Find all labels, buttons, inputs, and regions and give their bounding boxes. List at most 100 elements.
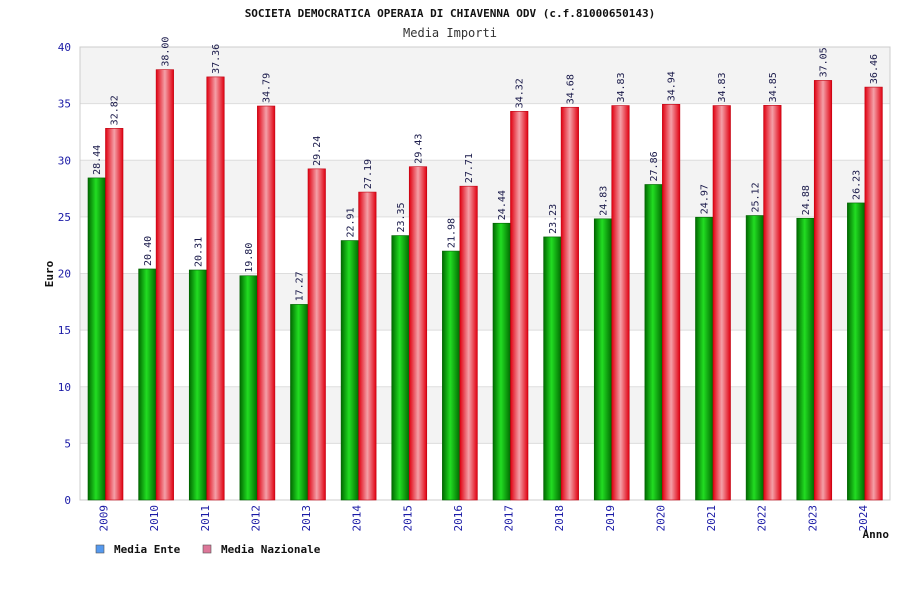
bar-media-ente-2019 [593,218,613,501]
x-tick-label: 2022 [756,505,769,532]
bar-media-nazionale-2014 [358,191,377,501]
bar-media-nazionale-2010 [155,69,174,501]
bar-media-ente-2023 [796,217,815,501]
data-label: 36.46 [869,54,880,84]
data-label: 20.31 [194,237,205,267]
legend-swatch-media-ente [95,544,105,554]
legend-label-media-nazionale: Media Nazionale [221,543,321,556]
y-tick-label: 35 [58,98,71,111]
data-label: 24.83 [599,186,610,216]
bar-media-ente-2024 [847,202,866,501]
y-tick-label: 10 [58,381,71,394]
x-tick-label: 2023 [806,505,819,532]
x-tick-label: 2014 [351,505,364,532]
data-label: 37.36 [211,44,222,74]
y-tick-label: 0 [64,494,71,507]
bar-media-ente-2012 [239,275,258,501]
x-tick-label: 2020 [654,505,667,532]
bar-media-ente-2013 [290,304,309,501]
bar-media-nazionale-2022 [763,105,782,501]
data-label: 23.23 [548,204,559,234]
bar-media-ente-2021 [695,216,714,501]
x-tick-label: 2010 [148,505,161,532]
data-label: 21.98 [447,218,458,248]
chart-subtitle: Media Importi [403,26,497,40]
x-tick-label: 2017 [503,505,516,532]
legend: Media Ente Media Nazionale [95,543,321,556]
y-tick-label: 15 [58,324,71,337]
x-axis-label: Anno [863,528,890,541]
x-axis-ticks: 2009 2010 2011 2012 2013 2014 2015 2016 2017 2018… [98,505,870,532]
data-label: 34.32 [515,78,526,108]
data-label: 34.83 [717,72,728,102]
data-label: 34.68 [565,74,576,104]
bar-media-nazionale-2018 [560,106,579,501]
bar-media-ente-2015 [391,235,410,501]
bar-media-ente-2017 [492,222,511,501]
bar-media-ente-2010 [138,268,157,501]
legend-swatch-media-nazionale [202,544,212,554]
data-label: 28.44 [92,145,103,175]
y-tick-label: 25 [58,211,71,224]
data-label: 34.85 [768,72,779,102]
data-label: 23.35 [396,202,407,232]
bar-media-ente-2020 [644,184,663,501]
y-tick-label: 40 [58,41,71,54]
bar-media-ente-2009 [87,177,106,501]
x-tick-label: 2019 [604,505,617,532]
plot-area-frame [79,46,891,501]
data-label: 32.82 [110,95,121,125]
bar-media-ente-2014 [340,240,359,501]
y-axis-ticks: 0 5 10 15 20 25 30 35 40 [58,41,71,507]
x-tick-label: 2016 [452,505,465,532]
data-label: 24.88 [801,185,812,215]
bar-media-nazionale-2015 [408,166,428,501]
bars: 28.44 32.82 20.40 38.00 20.31 37.36 19.80 34.79… [87,37,883,501]
bar-media-nazionale-2017 [510,111,529,501]
data-label: 38.00 [160,37,171,67]
data-label: 34.94 [667,71,678,101]
legend-label-media-ente: Media Ente [114,543,181,556]
chart-title: SOCIETA DEMOCRATICA OPERAIA DI CHIAVENNA… [245,7,656,20]
data-label: 34.83 [616,72,627,102]
bar-media-nazionale-2013 [307,168,326,501]
data-label: 25.12 [750,182,761,212]
bar-media-nazionale-2016 [459,185,478,501]
bar-media-nazionale-2024 [864,86,883,501]
bar-media-nazionale-2020 [662,104,681,501]
data-label: 20.40 [143,236,154,266]
x-tick-label: 2021 [705,505,718,532]
y-tick-label: 30 [58,154,71,167]
data-label: 27.19 [363,159,374,189]
y-tick-label: 20 [58,268,71,281]
data-label: 24.44 [497,190,508,220]
data-label: 17.27 [295,271,306,301]
y-axis-label: Euro [43,260,56,287]
data-label: 29.43 [414,134,425,164]
bar-media-ente-2018 [543,236,562,501]
x-tick-label: 2015 [401,505,414,532]
bar-media-ente-2022 [745,215,764,501]
data-label: 34.79 [262,73,273,103]
x-tick-label: 2009 [98,505,111,532]
x-tick-label: 2024 [857,505,870,532]
data-label: 37.05 [819,47,830,77]
data-label: 26.23 [852,170,863,200]
bar-media-nazionale-2012 [257,105,276,501]
bar-media-nazionale-2011 [206,76,225,501]
y-tick-label: 5 [64,437,71,450]
bar-media-nazionale-2023 [813,80,833,501]
x-tick-label: 2011 [199,505,212,532]
data-label: 27.71 [464,153,475,183]
bar-media-ente-2016 [442,250,461,501]
data-label: 27.86 [649,151,660,181]
bar-media-ente-2011 [188,269,208,501]
bar-media-nazionale-2009 [105,128,124,501]
data-label: 19.80 [244,243,255,273]
bar-media-nazionale-2019 [611,105,630,501]
x-tick-label: 2013 [300,505,313,532]
data-label: 22.91 [345,207,356,237]
bar-media-nazionale-2021 [712,105,731,501]
data-label: 24.97 [700,184,711,214]
